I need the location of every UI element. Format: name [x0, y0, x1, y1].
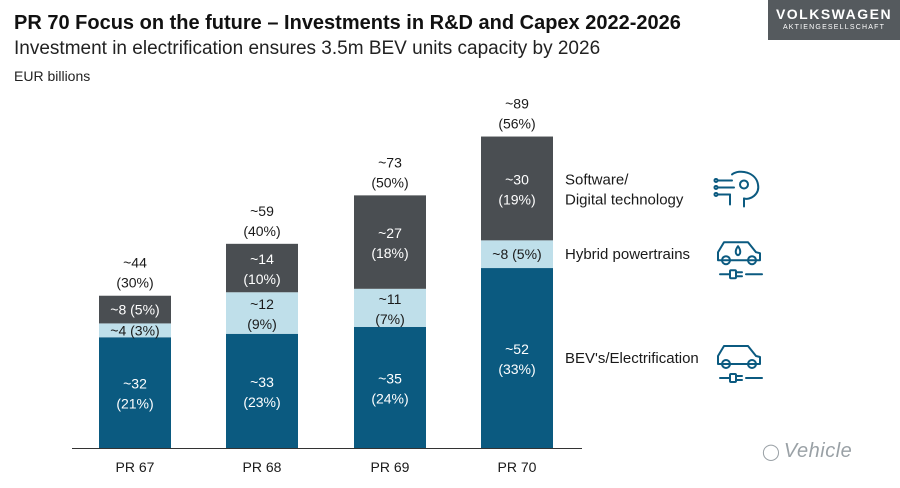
brain-circuit-icon [713, 170, 760, 208]
x-tick-label: PR 68 [243, 459, 282, 475]
legend-label: Hybrid powertrains [565, 246, 690, 263]
data-label: ~8 (5%) [110, 302, 159, 318]
bar-segment [354, 195, 426, 289]
bar-segment [226, 292, 298, 334]
bar-segment [354, 326, 426, 448]
data-label-share: (7%) [375, 311, 405, 327]
bar-segment [481, 136, 553, 241]
data-label: ~12 [250, 296, 274, 312]
x-tick-label: PR 67 [116, 459, 155, 475]
bar-segment [481, 240, 553, 269]
bar-segment [226, 243, 298, 293]
data-label: ~32 [123, 376, 147, 392]
x-tick-label: PR 70 [498, 459, 537, 475]
volkswagen-logo: VOLKSWAGEN AKTIENGESELLSCHAFT [768, 0, 900, 40]
data-label-share: (33%) [498, 361, 535, 377]
data-label: ~27 [378, 225, 402, 241]
data-label-share: (24%) [371, 390, 408, 406]
bar-segment [481, 268, 553, 448]
total-label: ~73 [378, 154, 402, 170]
chart-title: PR 70 Focus on the future – Investments … [14, 12, 681, 34]
total-label-share: (50%) [371, 174, 408, 190]
total-label-share: (30%) [116, 275, 153, 291]
logo-subtitle: AKTIENGESELLSCHAFT [782, 24, 886, 31]
data-label: ~33 [250, 374, 274, 390]
total-label: ~44 [123, 255, 147, 271]
x-tick-label: PR 69 [371, 459, 410, 475]
data-label: ~11 [379, 291, 402, 307]
bar-segment [99, 337, 171, 448]
data-label-share: (10%) [243, 271, 280, 287]
bar-segment [226, 333, 298, 448]
legend-label: BEV's/Electrification [565, 350, 699, 367]
hybrid-car-plug-icon [717, 241, 763, 280]
bar-segment [99, 295, 171, 324]
data-label: ~52 [505, 341, 529, 357]
total-label-share: (56%) [498, 116, 535, 132]
data-label-share: (9%) [247, 316, 277, 332]
data-label: ~4 (3%) [110, 322, 159, 338]
wechat-icon: ◯ [762, 444, 780, 461]
unit-label: EUR billions [14, 68, 91, 84]
data-label: ~8 (5%) [492, 246, 541, 262]
legend-label: Digital technology [565, 191, 684, 208]
electric-car-plug-icon [717, 345, 763, 384]
data-label-share: (23%) [243, 394, 280, 410]
bar-segment [354, 288, 426, 327]
logo-name: VOLKSWAGEN [775, 6, 893, 22]
chart-subtitle: Investment in electrification ensures 3.… [14, 38, 601, 59]
total-label-share: (40%) [243, 223, 280, 239]
data-label: ~35 [378, 370, 402, 386]
data-label-share: (18%) [371, 245, 408, 261]
data-label-share: (19%) [498, 191, 535, 207]
data-label-share: (21%) [116, 396, 153, 412]
legend-label: Software/ [565, 171, 629, 188]
watermark-text: Vehicle [783, 440, 853, 462]
bar-segment [99, 323, 171, 338]
total-label: ~59 [250, 203, 274, 219]
data-label: ~14 [250, 251, 274, 267]
data-label: ~30 [505, 171, 529, 187]
total-label: ~89 [505, 96, 529, 112]
watermark: ◯ Vehicle [762, 440, 852, 463]
